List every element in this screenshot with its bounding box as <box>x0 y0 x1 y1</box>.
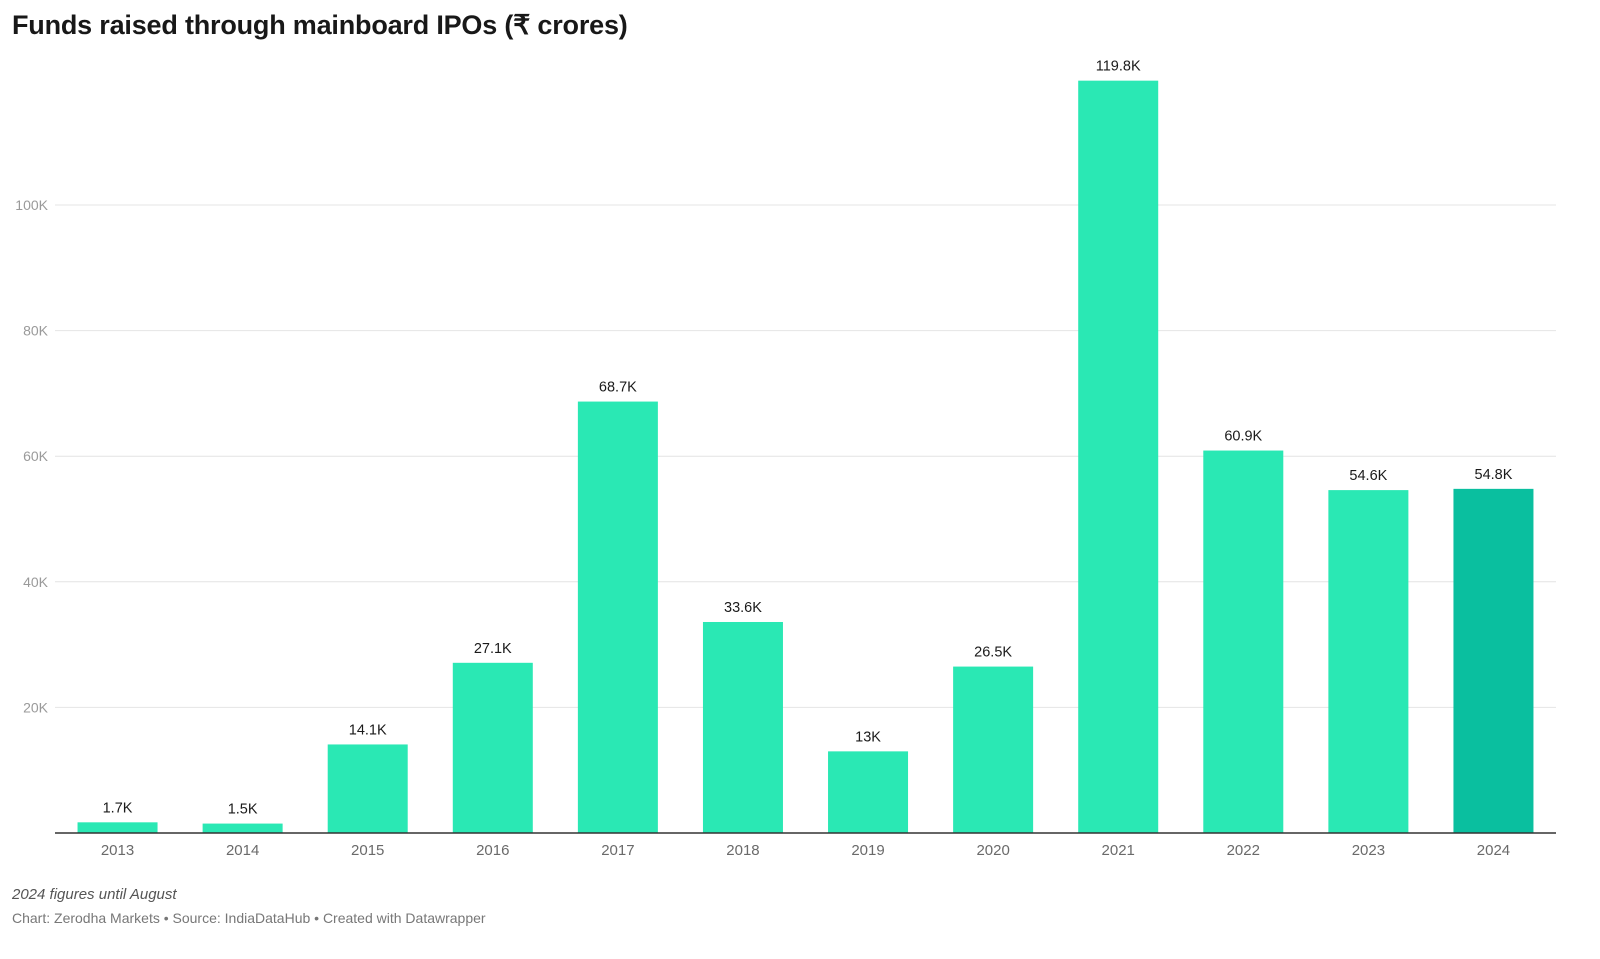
value-label: 13K <box>855 729 881 745</box>
x-tick-label: 2023 <box>1352 842 1385 859</box>
bar <box>1328 490 1409 833</box>
bar <box>77 822 158 833</box>
x-tick-label: 2020 <box>976 842 1009 859</box>
x-tick-label: 2014 <box>226 842 259 859</box>
bar <box>953 666 1034 833</box>
bar <box>1203 450 1284 833</box>
y-tick-label: 40K <box>23 574 49 590</box>
chart-footer: Chart: Zerodha Markets • Source: IndiaDa… <box>12 910 486 926</box>
bar <box>828 751 909 833</box>
x-tick-label: 2019 <box>851 842 884 859</box>
gridlines: 20K 40K 60K 80K 100K <box>15 197 1556 715</box>
y-tick-label: 80K <box>23 323 49 339</box>
value-label: 27.1K <box>474 641 512 657</box>
value-label: 1.7K <box>103 800 133 816</box>
x-tick-label: 2022 <box>1227 842 1260 859</box>
bar <box>702 621 783 833</box>
value-label: 54.8K <box>1475 467 1513 483</box>
bar <box>327 744 408 833</box>
bar <box>1078 80 1159 833</box>
value-label: 14.1K <box>349 722 387 738</box>
x-axis: 2013 2014 2015 2016 2017 2018 2019 2020 2021 2022… <box>55 832 1556 859</box>
value-label: 68.7K <box>599 380 637 396</box>
chart-note: 2024 figures until August <box>12 886 177 903</box>
y-tick-label: 100K <box>15 197 48 213</box>
x-tick-label: 2013 <box>101 842 134 859</box>
value-labels: 1.7K 1.5K 14.1K 27.1K 68.7K 33.6K 13K 26.5K 119.… <box>103 59 1513 818</box>
bar <box>452 662 533 833</box>
x-tick-label: 2016 <box>476 842 509 859</box>
bar <box>202 823 283 833</box>
y-tick-label: 60K <box>23 448 49 464</box>
bar <box>1453 488 1534 833</box>
x-tick-label: 2021 <box>1102 842 1135 859</box>
x-tick-label: 2018 <box>726 842 759 859</box>
value-label: 60.9K <box>1224 429 1262 445</box>
value-label: 1.5K <box>228 802 258 818</box>
value-label: 26.5K <box>974 645 1012 661</box>
x-tick-label: 2017 <box>601 842 634 859</box>
y-tick-label: 20K <box>23 699 49 715</box>
chart-title: Funds raised through mainboard IPOs (₹ c… <box>12 10 628 40</box>
value-label: 119.8K <box>1096 59 1141 75</box>
value-label: 54.6K <box>1349 468 1387 484</box>
x-tick-label: 2024 <box>1477 842 1510 859</box>
bars <box>77 80 1534 833</box>
value-label: 33.6K <box>724 600 762 616</box>
bar <box>577 401 658 833</box>
x-tick-label: 2015 <box>351 842 384 859</box>
